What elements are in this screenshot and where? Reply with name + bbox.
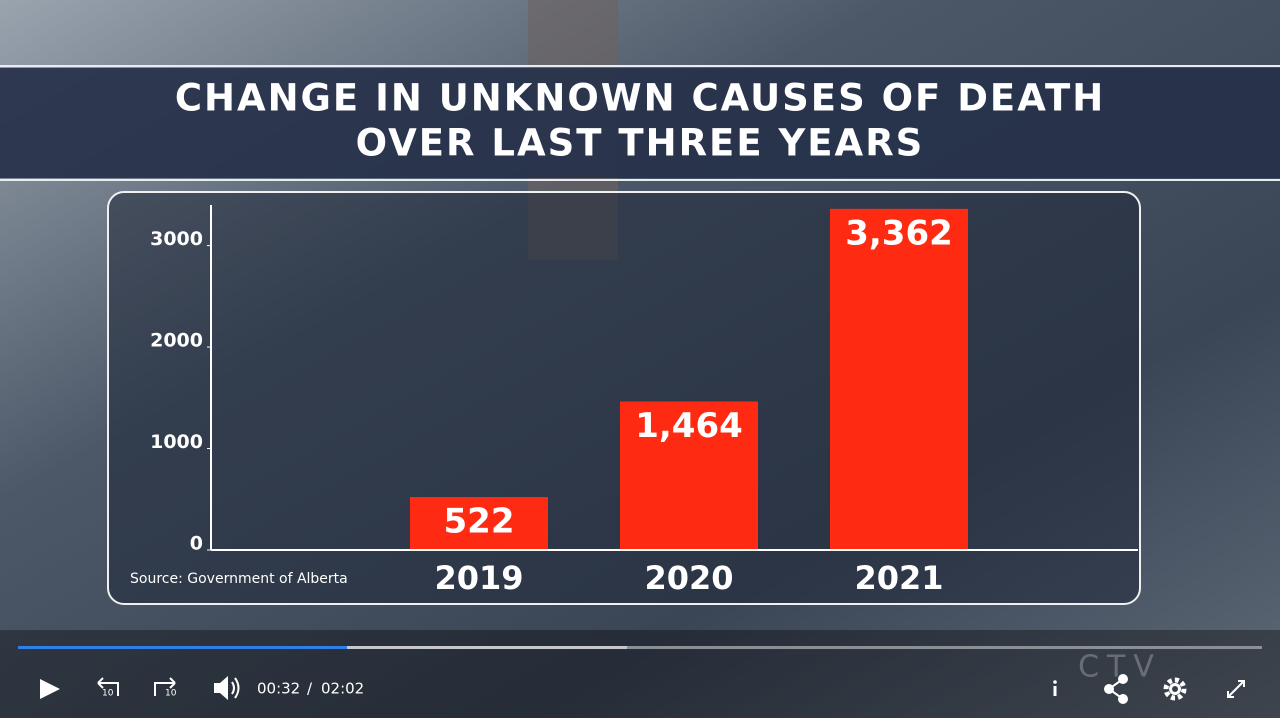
progress-played (18, 646, 347, 649)
play-button[interactable] (40, 679, 60, 699)
current-time: 00:32 (257, 680, 300, 698)
source-note: Source: Government of Alberta (130, 571, 348, 587)
value-label: 522 (444, 502, 515, 542)
settings-button[interactable] (1163, 677, 1187, 701)
progress-track[interactable] (18, 646, 1262, 649)
fullscreen-button[interactable] (1227, 680, 1245, 698)
y-tick-label: 2000 (150, 330, 203, 352)
duration: 02:02 (321, 680, 364, 698)
forward-seconds: 10 (165, 689, 177, 699)
watermark: CTV (1078, 650, 1162, 685)
x-tick-label: 2020 (644, 559, 733, 597)
bar (620, 401, 758, 550)
x-tick-label: 2021 (854, 559, 943, 597)
share-button[interactable] (1104, 674, 1128, 704)
value-label: 1,464 (635, 406, 743, 446)
plot-area: 0 1000 2000 3000 522 2019 1,464 2020 3,362 2021 (150, 205, 1138, 597)
volume-button[interactable] (214, 676, 240, 700)
y-tick-label: 3000 (150, 228, 203, 250)
info-button[interactable] (1053, 680, 1057, 696)
bar (410, 497, 548, 550)
y-tick-label: 1000 (150, 431, 203, 453)
chart-title: OVER LAST THREE YEARS (356, 122, 925, 165)
title-band (0, 68, 1280, 178)
forward-button[interactable] (154, 677, 176, 696)
chart-title: CHANGE IN UNKNOWN CAUSES OF DEATH (175, 77, 1105, 120)
rewind-seconds: 10 (102, 689, 114, 699)
time-separator: / (307, 680, 313, 698)
y-tick-label: 0 (190, 533, 203, 555)
x-tick-label: 2019 (434, 559, 523, 597)
bar (830, 208, 968, 550)
value-label: 3,362 (845, 213, 953, 253)
rewind-button[interactable] (97, 677, 119, 696)
player-controls-bar (0, 630, 1280, 718)
